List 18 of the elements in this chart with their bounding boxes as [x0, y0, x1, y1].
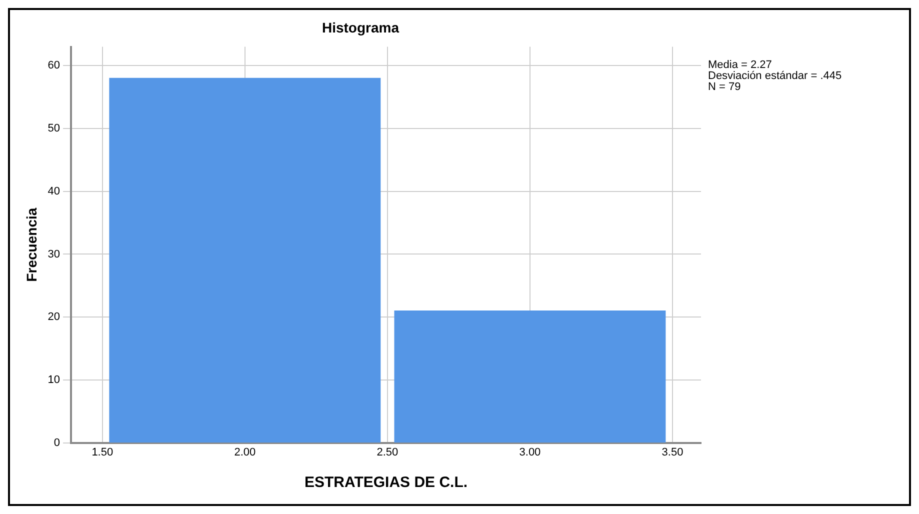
- x-tick-label: 3.00: [519, 446, 541, 458]
- y-tick-label: 50: [48, 122, 60, 135]
- x-tick-label: 2.00: [234, 446, 256, 458]
- chart-title: Histograma: [322, 19, 400, 36]
- y-axis-title: Frecuencia: [23, 208, 40, 282]
- x-tick-label: 2.50: [376, 446, 398, 458]
- y-tick-label: 20: [48, 311, 60, 324]
- x-tick-label: 1.50: [92, 446, 114, 458]
- x-axis-title: ESTRATEGIAS DE C.L.: [304, 474, 468, 492]
- y-tick-label: 40: [48, 185, 60, 198]
- text: N = 79: [708, 81, 742, 93]
- y-tick-label: 0: [54, 436, 60, 449]
- y-tick-label: 60: [48, 60, 60, 72]
- y-tick-label: 30: [48, 248, 60, 260]
- y-tick-label: 10: [48, 374, 60, 386]
- text: Media = 2.27: [708, 59, 772, 71]
- text: Desviación estándar = .445: [708, 70, 842, 82]
- x-tick-label: 3.50: [662, 446, 684, 458]
